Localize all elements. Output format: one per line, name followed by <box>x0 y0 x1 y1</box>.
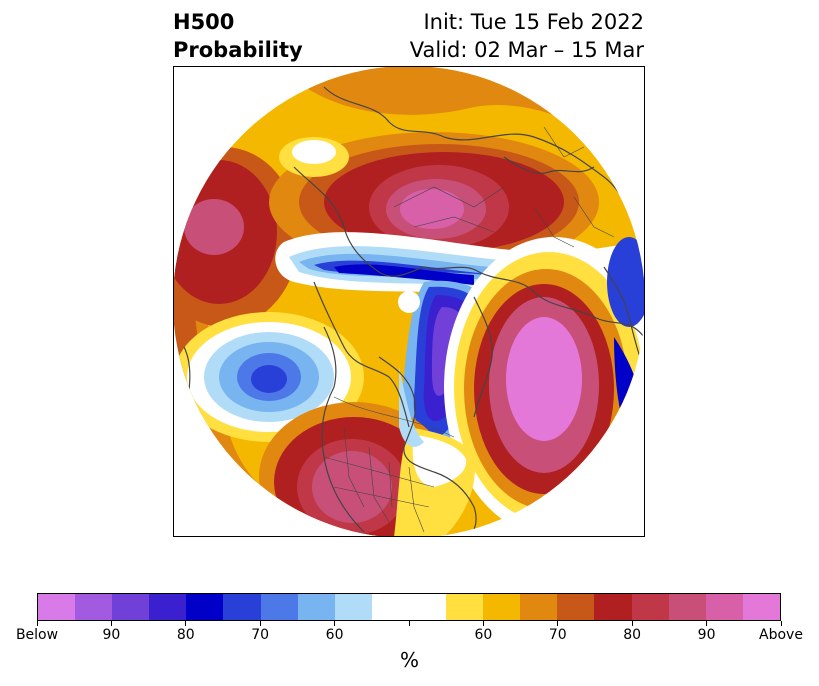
country-borders <box>323 126 615 533</box>
colorbar-segment <box>594 594 632 620</box>
colorbar-tick <box>631 621 633 626</box>
east-us-white <box>412 435 467 487</box>
colorbar-tick <box>482 621 484 626</box>
colorbar-tick <box>334 621 336 626</box>
colorbar-tick <box>780 621 782 626</box>
colorbar-tick <box>408 621 410 626</box>
europe-low <box>607 237 644 327</box>
colorbar-tick-label: 70 <box>548 627 567 643</box>
pacific-low-core <box>251 365 287 393</box>
title-line-2: Probability <box>173 38 303 62</box>
colorbar-tick-label: 60 <box>325 627 344 643</box>
colorbar-tick-label: 90 <box>102 627 121 643</box>
colorbar-tick <box>259 621 261 626</box>
colorbar-segment <box>149 594 187 620</box>
valid-date-range: Valid: 02 Mar – 15 Mar <box>409 38 644 62</box>
us-ridge-core <box>312 451 392 523</box>
date-info: Init: Tue 15 Feb 2022 Valid: 02 Mar – 15… <box>410 8 644 64</box>
colorbar-tick <box>36 621 38 626</box>
colorbar-tick-label: Above <box>759 627 803 643</box>
colorbar-tick-label: 90 <box>697 627 716 643</box>
colorbar-tick <box>110 621 112 626</box>
colorbar-segment <box>483 594 521 620</box>
colorbar-segment <box>371 594 409 620</box>
title-line-1: H500 <box>173 10 235 34</box>
north-pole-marker <box>398 291 420 313</box>
colorbar-segment <box>334 594 372 620</box>
west-high-core <box>184 199 244 255</box>
colorbar-tick <box>185 621 187 626</box>
colorbar-segment <box>38 594 76 620</box>
colorbar-tick-label: 70 <box>251 627 270 643</box>
map-svg <box>174 67 644 536</box>
colorbar-units-label: % <box>399 648 419 672</box>
colorbar-segment <box>668 594 706 620</box>
asia-white-lobe <box>292 140 336 164</box>
colorbar-tick-label: 60 <box>474 627 493 643</box>
colorbar-segment <box>297 594 335 620</box>
asia-high-core <box>400 189 464 229</box>
colorbar-segment <box>631 594 669 620</box>
colorbar-tick-label: Below <box>15 627 59 643</box>
colorbar-segment <box>557 594 595 620</box>
colorbar-segment <box>186 594 224 620</box>
colorbar-segment <box>260 594 298 620</box>
chart-title: H500 Probability <box>173 8 303 64</box>
colorbar-tick-label: 80 <box>623 627 642 643</box>
colorbar-tick <box>557 621 559 626</box>
probability-field <box>174 67 644 536</box>
probability-map <box>173 66 645 537</box>
colorbar <box>37 593 781 621</box>
colorbar-segment <box>520 594 558 620</box>
colorbar-segment <box>75 594 113 620</box>
colorbar-segment <box>742 594 780 620</box>
init-date: Init: Tue 15 Feb 2022 <box>423 10 644 34</box>
colorbar-segment <box>408 594 447 620</box>
coastlines <box>183 86 644 536</box>
colorbar-segment <box>223 594 261 620</box>
hudson-bay-light <box>399 367 424 447</box>
colorbar-ticks: Below 90 80 70 60 60 70 80 90 Above <box>16 621 803 643</box>
colorbar-segment <box>705 594 743 620</box>
atlantic-high-core <box>506 317 582 441</box>
colorbar-tick <box>706 621 708 626</box>
colorbar-segment <box>446 594 484 620</box>
colorbar-tick-label: 80 <box>176 627 195 643</box>
colorbar-segment <box>112 594 150 620</box>
